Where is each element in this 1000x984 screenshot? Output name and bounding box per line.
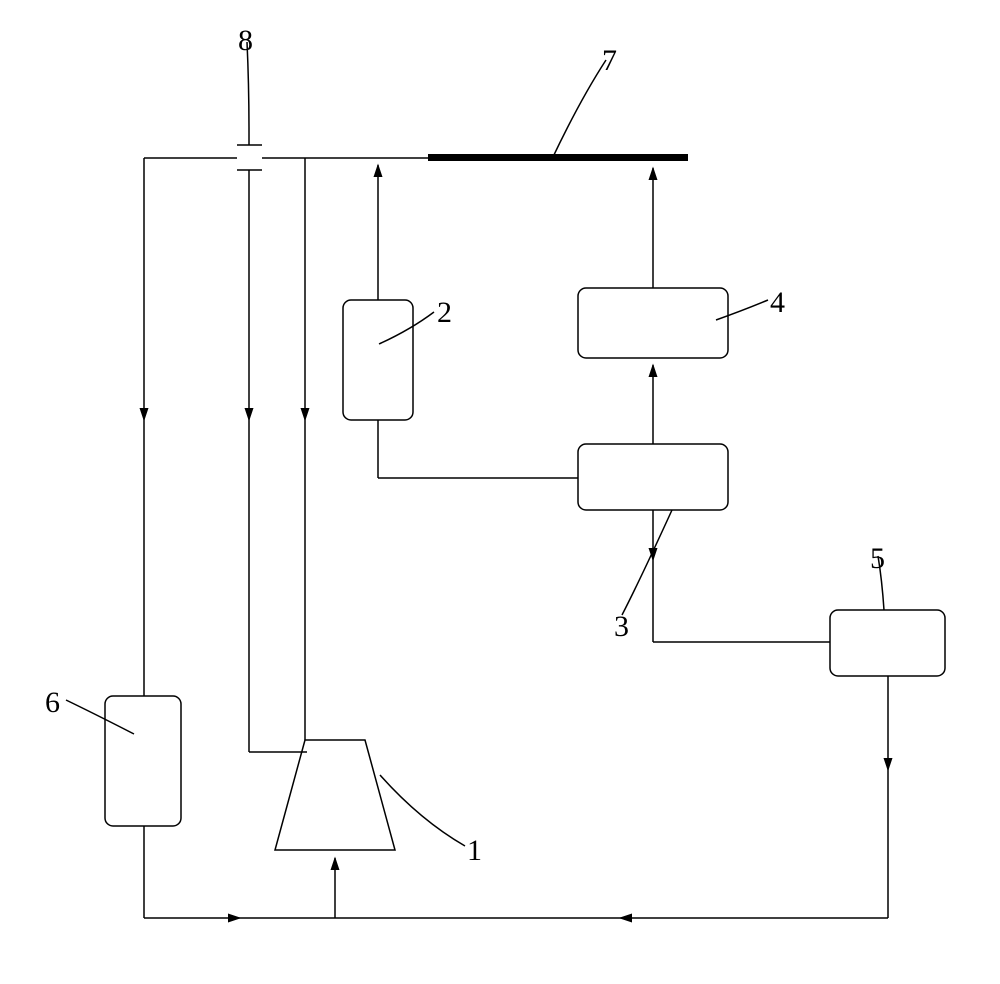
- node-5-box: [830, 610, 945, 676]
- label-5: 5: [870, 542, 885, 576]
- leader-6: [66, 700, 134, 734]
- node-7-bar: [428, 154, 688, 161]
- leader-3: [622, 510, 672, 615]
- label-4: 4: [770, 286, 785, 320]
- node-8-valve: [237, 132, 262, 182]
- label-1: 1: [467, 834, 482, 868]
- leader-4: [716, 300, 768, 320]
- leader-2: [379, 312, 434, 344]
- node-1-trapezoid: [275, 740, 395, 850]
- diagram-canvas: [0, 0, 1000, 984]
- leader-1: [380, 775, 465, 846]
- node-6-box: [105, 696, 181, 826]
- node-2-box: [343, 300, 413, 420]
- node-3-box: [578, 444, 728, 510]
- label-6: 6: [45, 686, 60, 720]
- node-4-box: [578, 288, 728, 358]
- label-8: 8: [238, 24, 253, 58]
- leader-7: [552, 60, 606, 159]
- label-7: 7: [602, 44, 617, 78]
- label-2: 2: [437, 296, 452, 330]
- label-3: 3: [614, 610, 629, 644]
